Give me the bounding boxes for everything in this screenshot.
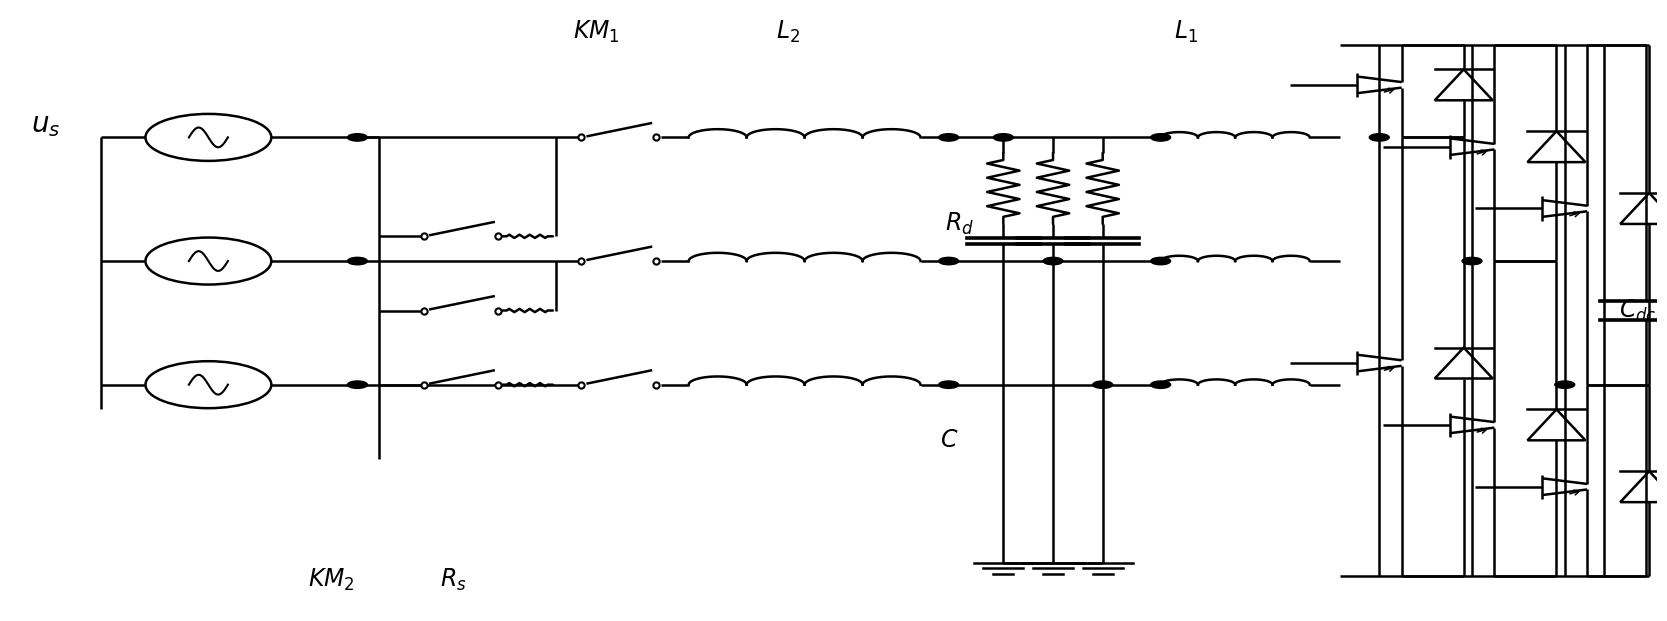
Text: $L_1$: $L_1$ (1174, 19, 1199, 45)
Text: $C_{dc}$: $C_{dc}$ (1619, 297, 1657, 324)
Circle shape (347, 134, 367, 141)
Circle shape (1150, 381, 1170, 388)
Circle shape (994, 134, 1014, 141)
Text: $KM_2$: $KM_2$ (308, 566, 355, 592)
Circle shape (1150, 257, 1170, 265)
Text: $u_s$: $u_s$ (32, 112, 60, 138)
Circle shape (1150, 134, 1170, 141)
Text: $C$: $C$ (940, 429, 959, 452)
Circle shape (347, 257, 367, 265)
Circle shape (347, 381, 367, 388)
Circle shape (939, 381, 959, 388)
Text: $L_2$: $L_2$ (777, 19, 800, 45)
Text: $KM_1$: $KM_1$ (573, 19, 620, 45)
Text: $R_s$: $R_s$ (440, 566, 467, 592)
Circle shape (1369, 134, 1389, 141)
Circle shape (1044, 257, 1064, 265)
Circle shape (1462, 257, 1482, 265)
Circle shape (939, 134, 959, 141)
Circle shape (1555, 381, 1575, 388)
Text: $R_d$: $R_d$ (945, 211, 974, 237)
Circle shape (1094, 381, 1112, 388)
Circle shape (939, 257, 959, 265)
